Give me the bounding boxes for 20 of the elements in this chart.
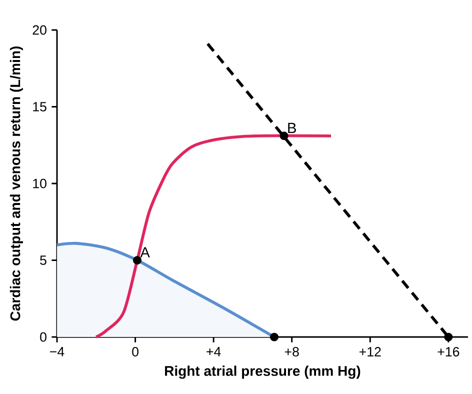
x-tick-label: +4 [206, 347, 221, 356]
x-tick-label: −4 [50, 347, 64, 356]
x-tick-label: +16 [438, 347, 460, 356]
point [280, 132, 288, 140]
y-tick-label: 20 [32, 25, 46, 35]
x-tick-label: +8 [284, 347, 299, 356]
line-series [94, 134, 332, 338]
x-axis-title: Right atrial pressure (mm Hg) [165, 366, 360, 379]
y-tick-label: 0 [40, 332, 46, 342]
point [270, 332, 279, 342]
y-tick-label: 10 [33, 178, 46, 188]
y-axis-title: Cardiac output and venous return (L/min) [10, 46, 23, 321]
x-tick-label: +12 [359, 347, 381, 356]
y-tick-label: 5 [40, 256, 46, 265]
point [132, 256, 142, 265]
x-tick-label: 0 [132, 347, 138, 356]
y-tick-label: 15 [33, 102, 46, 112]
annotation: B [288, 122, 296, 133]
point [444, 332, 453, 342]
annotation: A [140, 247, 150, 258]
